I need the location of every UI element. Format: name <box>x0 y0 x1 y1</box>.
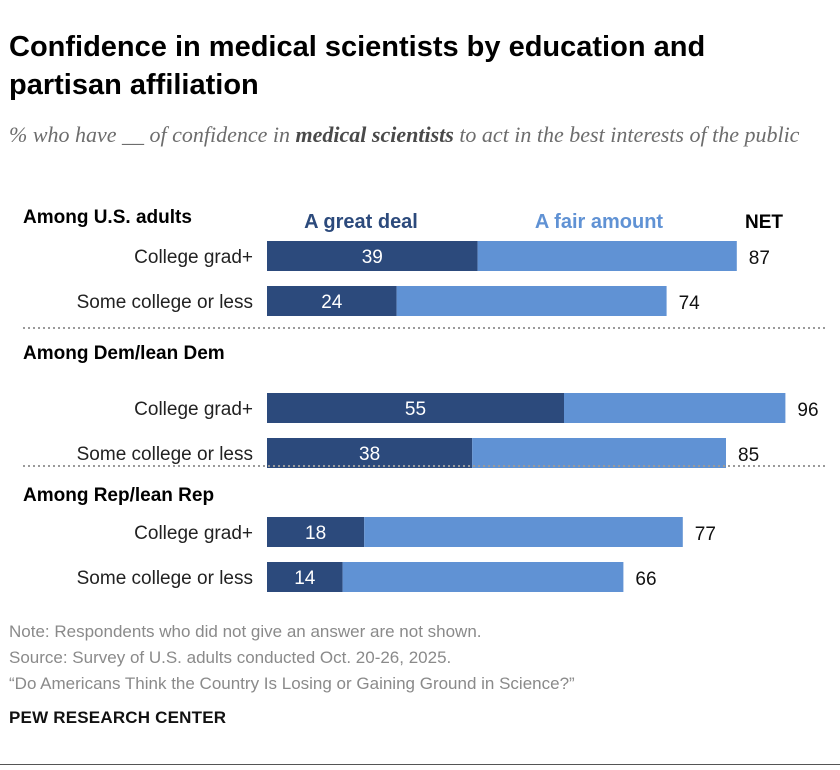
row-label: College grad+ <box>134 247 253 268</box>
group-label: Among U.S. adults <box>23 207 192 228</box>
data-label-net: 85 <box>738 445 759 466</box>
data-label-a-great-deal: 39 <box>362 247 383 268</box>
chart-notes: Note: Respondents who did not give an an… <box>9 619 575 697</box>
subtitle-text-before: % who have __ of confidence in <box>9 122 296 147</box>
bar-a-fair-amount <box>472 438 726 468</box>
bar-a-great-deal <box>267 438 473 468</box>
bar-a-great-deal <box>267 241 478 271</box>
row-label: College grad+ <box>134 523 253 544</box>
bar-a-great-deal <box>267 393 564 423</box>
row-label: Some college or less <box>77 568 253 589</box>
legend-a-fair-amount: A fair amount <box>535 211 663 233</box>
bar-a-great-deal <box>267 286 397 316</box>
data-label-a-great-deal: 24 <box>321 292 343 313</box>
data-label-net: 74 <box>679 293 701 314</box>
chart-subtitle: % who have __ of confidence in medical s… <box>9 119 809 151</box>
data-label-net: 66 <box>635 569 656 590</box>
data-label-a-great-deal: 18 <box>305 523 326 544</box>
stacked-bar-chart: A great deal A fair amount NET Among U.S. a… <box>23 207 826 592</box>
row-label: College grad+ <box>134 399 253 420</box>
group-label: Among Dem/lean Dem <box>23 343 225 364</box>
bar-a-great-deal <box>267 562 343 592</box>
bottom-divider <box>0 764 840 765</box>
data-label-a-great-deal: 14 <box>294 568 316 589</box>
bar-a-fair-amount <box>342 562 624 592</box>
bar-a-fair-amount <box>364 517 683 547</box>
bar-a-fair-amount <box>477 241 737 271</box>
data-label-a-great-deal: 38 <box>359 444 380 465</box>
bar-a-fair-amount <box>396 286 667 316</box>
group-label: Among Rep/lean Rep <box>23 485 214 506</box>
row-label: Some college or less <box>77 292 253 313</box>
report-title-text: “Do Americans Think the Country Is Losin… <box>9 674 575 693</box>
row-label: Some college or less <box>77 444 253 465</box>
legend-a-great-deal: A great deal <box>304 211 418 233</box>
brand-logo-text: PEW RESEARCH CENTER <box>9 708 227 727</box>
data-label-net: 87 <box>749 248 770 269</box>
chart-title: Confidence in medical scientists by educ… <box>9 31 706 101</box>
subtitle-bold-text: medical scientists <box>295 122 454 147</box>
bar-a-great-deal <box>267 517 365 547</box>
subtitle-text-after: to act in the best interests of the publ… <box>453 122 800 147</box>
note-text: Note: Respondents who did not give an an… <box>9 622 482 641</box>
legend-net: NET <box>745 212 783 233</box>
bar-a-fair-amount <box>564 393 786 423</box>
data-label-net: 96 <box>797 400 818 421</box>
data-label-net: 77 <box>695 524 716 545</box>
source-text: Source: Survey of U.S. adults conducted … <box>9 648 452 667</box>
data-label-a-great-deal: 55 <box>405 399 426 420</box>
